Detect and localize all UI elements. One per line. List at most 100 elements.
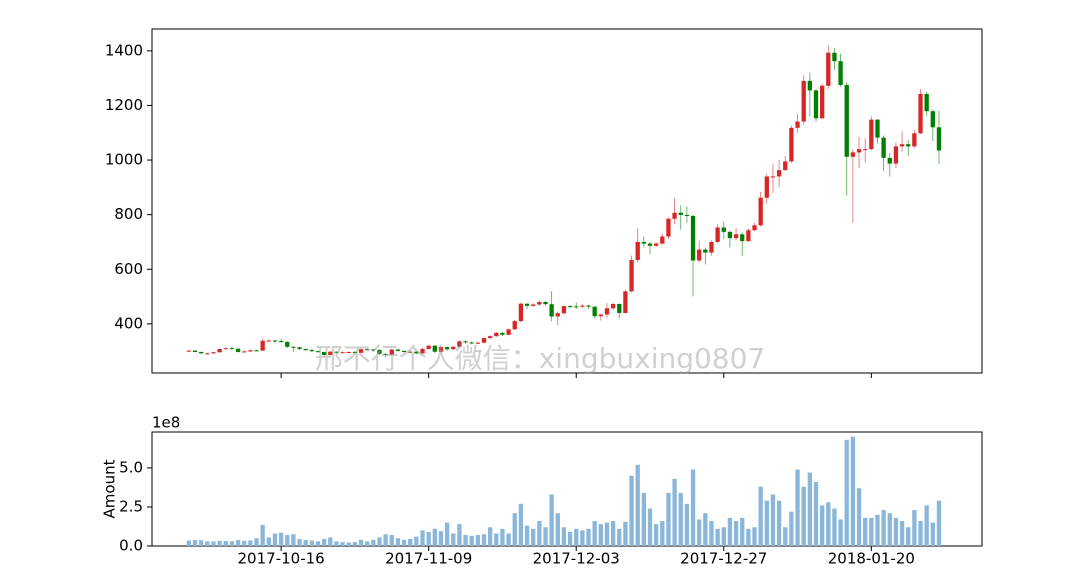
volume-bar — [592, 521, 597, 546]
candle-body — [285, 341, 290, 347]
candle-body — [604, 308, 610, 315]
volume-bar — [647, 508, 653, 546]
candle-body — [906, 144, 911, 147]
candle-body — [697, 249, 702, 261]
candle-body — [574, 306, 579, 308]
volume-bar — [278, 532, 284, 546]
volume-bar — [604, 522, 610, 546]
volume-bar — [469, 535, 474, 546]
candle-body — [776, 170, 782, 177]
candle-body — [235, 348, 241, 352]
volume-bar — [192, 540, 198, 546]
y-tick-label: 600 — [114, 260, 143, 278]
volume-bar — [813, 481, 819, 546]
y-tick-label: 0.0 — [119, 537, 143, 555]
volume-bar — [653, 524, 659, 546]
volume-bar — [746, 528, 751, 546]
candle-body — [653, 243, 659, 246]
volume-bar — [512, 513, 517, 546]
volume-bar — [340, 542, 345, 546]
volume-bar — [524, 525, 530, 546]
volume-bar — [574, 528, 579, 546]
candle-body — [580, 305, 585, 307]
volume-bar — [561, 527, 567, 546]
volume-bar — [451, 533, 456, 546]
y-axis-label: Amount — [101, 459, 119, 518]
volume-bar — [303, 540, 308, 546]
volume-bar — [414, 536, 419, 546]
candle-body — [740, 234, 745, 242]
candle-body — [365, 349, 370, 351]
candle-body — [389, 349, 394, 355]
candle-body — [266, 340, 271, 342]
candle-body — [850, 152, 856, 157]
volume-bar — [260, 524, 265, 546]
candle-body — [912, 133, 917, 147]
candle-body — [408, 351, 413, 353]
volume-bar — [807, 472, 813, 546]
candle-body — [487, 336, 493, 339]
volume-bar — [358, 539, 364, 546]
candle-body — [543, 302, 548, 305]
volume-bar — [690, 469, 696, 546]
volume-bar — [666, 492, 671, 546]
volume-bar — [272, 533, 278, 546]
volume-bar — [893, 517, 899, 546]
volume-bar — [420, 530, 425, 546]
candle-body — [752, 225, 757, 231]
volume-bar — [715, 528, 720, 546]
candle-body — [463, 341, 468, 343]
volume-bar — [795, 469, 800, 546]
volume-bar — [844, 439, 849, 546]
candle-body — [832, 52, 837, 62]
candle-body — [371, 349, 376, 351]
volume-bar — [629, 475, 634, 546]
y-tick-label: 1200 — [105, 96, 143, 114]
volume-bar — [598, 524, 603, 546]
x-tick-label: 2017-12-03 — [533, 550, 620, 568]
candle-body — [260, 340, 265, 351]
volume-bar — [291, 534, 296, 546]
volume-bar — [426, 531, 431, 546]
volume-bar — [697, 519, 702, 546]
volume-bar — [678, 492, 683, 546]
candle-body — [481, 338, 487, 343]
volume-bar — [506, 533, 511, 546]
candle-body — [401, 350, 407, 352]
candle-body — [309, 350, 315, 352]
candle-body — [199, 351, 204, 354]
y-tick-label: 5.0 — [119, 458, 143, 476]
volume-bar — [881, 510, 886, 546]
volume-bar — [346, 542, 351, 546]
volume-bar — [721, 527, 726, 546]
volume-bar — [623, 521, 628, 546]
volume-bar — [580, 530, 585, 546]
x-tick-label: 2017-12-27 — [680, 550, 767, 568]
candle-body — [242, 351, 247, 353]
candle-body — [635, 241, 640, 260]
candle-body — [684, 214, 690, 217]
candle-body — [537, 302, 542, 305]
candle-body — [500, 332, 505, 335]
candle-body — [746, 230, 751, 242]
volume-bar — [856, 488, 862, 546]
volume-bar — [549, 494, 554, 546]
candle-body — [395, 349, 401, 351]
candle-body — [856, 149, 862, 153]
volume-bar — [912, 510, 917, 546]
candle-body — [819, 85, 825, 119]
volume-bar — [186, 540, 192, 546]
candle-body — [567, 306, 573, 308]
candle-body — [211, 352, 216, 354]
candle-body — [617, 303, 622, 313]
volume-bar — [383, 534, 388, 546]
candle-body — [506, 329, 511, 335]
candle-body — [248, 350, 253, 352]
candle-body — [875, 119, 880, 138]
volume-bar — [832, 508, 837, 546]
volume-bar — [758, 486, 763, 546]
volume-bar — [309, 540, 315, 546]
candle-body — [899, 144, 905, 147]
candle-body — [598, 314, 603, 317]
candle-body — [795, 121, 800, 128]
